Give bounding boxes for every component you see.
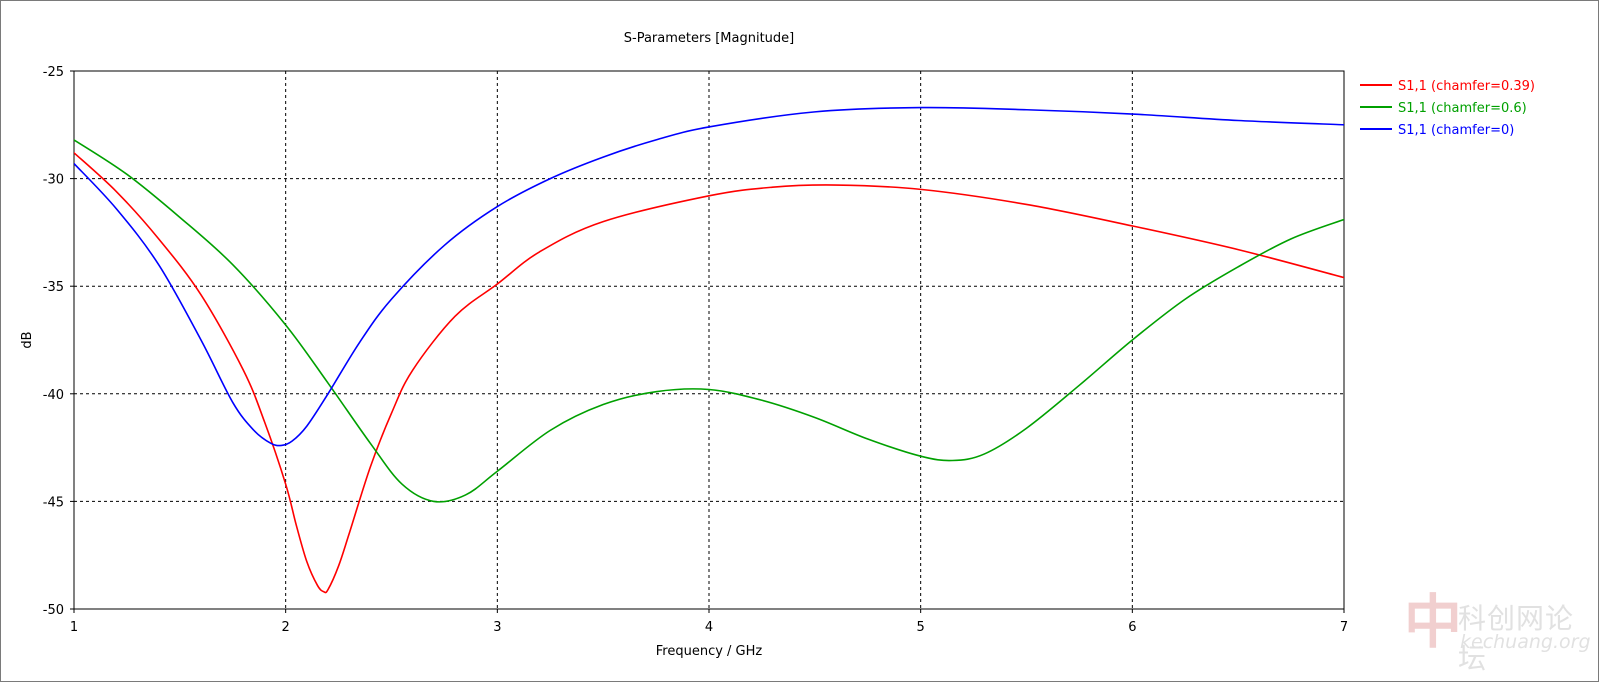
x-tick-label: 2 — [282, 620, 290, 635]
x-axis-label: Frequency / GHz — [656, 644, 763, 659]
grid — [74, 71, 1344, 609]
watermark-text: 科创网论坛 — [1458, 602, 1575, 675]
y-axis-label: dB — [20, 331, 35, 348]
kechuang-watermark: 中 科创网论坛 kechuang.org — [1404, 587, 1591, 675]
x-tick-label: 6 — [1128, 620, 1136, 635]
x-tick-label: 5 — [917, 620, 925, 635]
legend-label: S1,1 (chamfer=0) — [1398, 123, 1514, 138]
legend: S1,1 (chamfer=0.39) S1,1 (chamfer=0.6) S1,… — [1360, 79, 1535, 138]
x-tick-label: 1 — [70, 620, 78, 635]
legend-label: S1,1 (chamfer=0.6) — [1398, 101, 1527, 116]
chart-title: S-Parameters [Magnitude] — [624, 31, 795, 46]
x-tick-label: 3 — [493, 620, 501, 635]
x-axis-ticks: 1 2 3 4 5 6 7 — [70, 609, 1348, 635]
series-line-2 — [74, 139, 1344, 503]
y-tick-label: -45 — [43, 495, 64, 510]
x-tick-label: 7 — [1340, 620, 1348, 635]
watermark-logo-icon: 中 — [1404, 588, 1463, 656]
series-layer — [74, 106, 1344, 594]
y-tick-label: -30 — [43, 173, 64, 188]
y-tick-label: -25 — [43, 65, 64, 80]
y-tick-label: -50 — [43, 603, 64, 618]
x-tick-label: 4 — [705, 620, 713, 635]
watermark-url: kechuang.org — [1460, 631, 1591, 653]
series-line-1 — [74, 151, 1344, 594]
y-tick-label: -35 — [43, 280, 64, 295]
legend-label: S1,1 (chamfer=0.39) — [1398, 79, 1535, 94]
y-axis-ticks: -25 -30 -35 -40 -45 -50 — [43, 65, 74, 618]
series-line-3 — [74, 106, 1344, 447]
y-tick-label: -40 — [43, 388, 64, 403]
